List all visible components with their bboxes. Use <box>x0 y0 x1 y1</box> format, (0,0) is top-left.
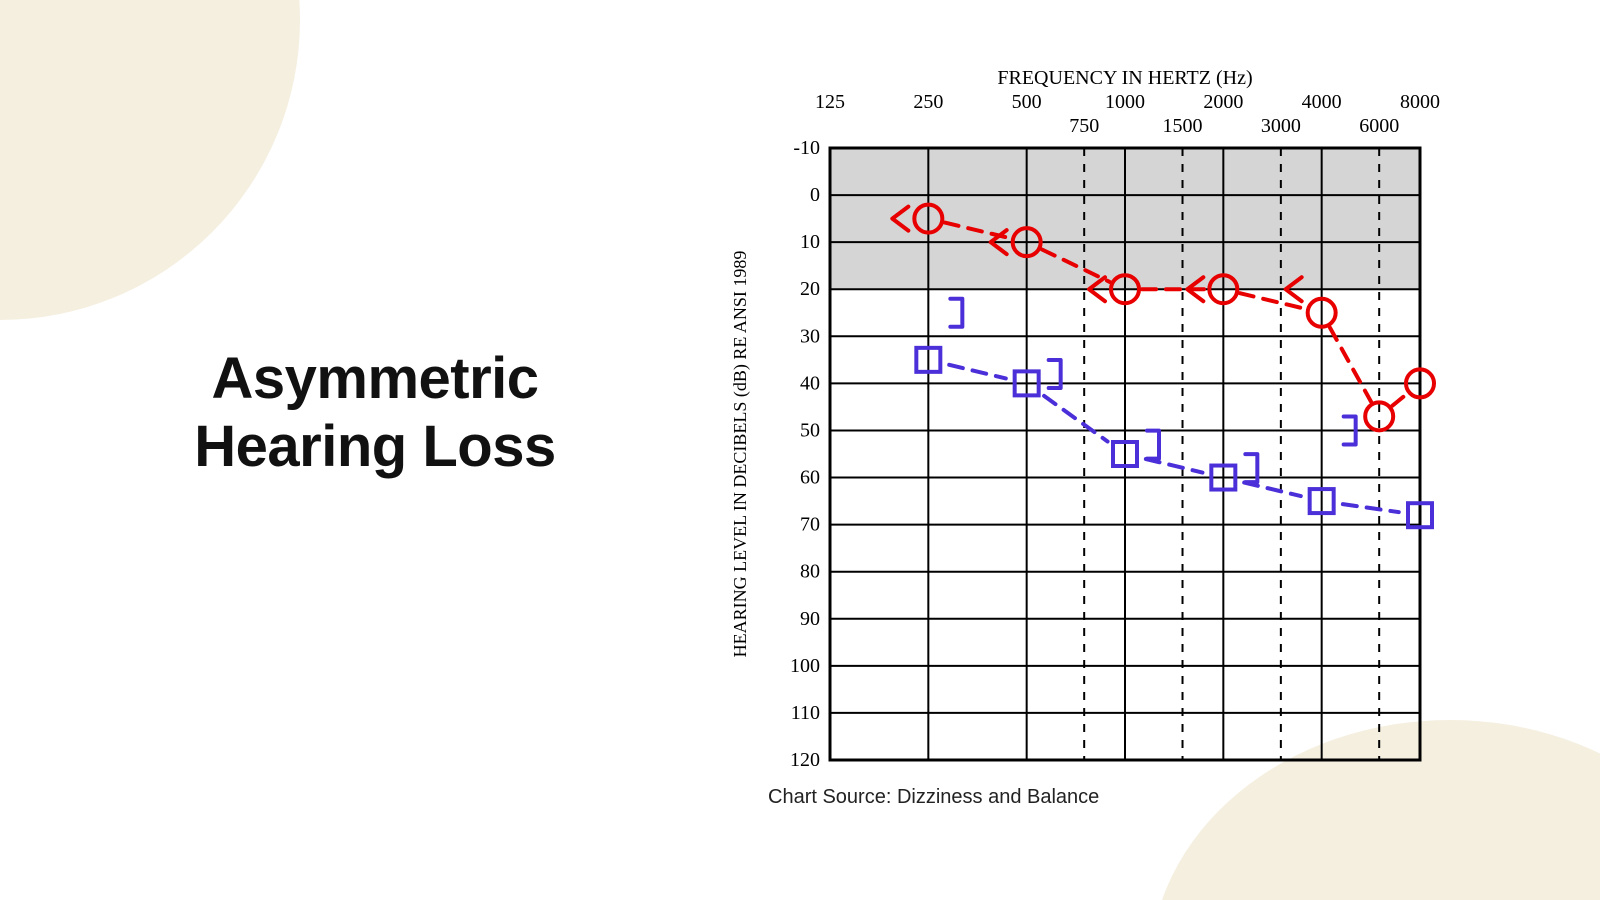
svg-text:750: 750 <box>1069 115 1099 137</box>
svg-text:30: 30 <box>800 325 820 347</box>
title-line-2: Hearing Loss <box>194 414 555 479</box>
svg-text:0: 0 <box>810 184 820 206</box>
svg-text:125: 125 <box>815 91 845 113</box>
svg-text:3000: 3000 <box>1261 115 1301 137</box>
svg-text:50: 50 <box>800 419 820 441</box>
chart-source-caption: Chart Source: Dizziness and Balance <box>768 786 1099 809</box>
audiogram-svg: -10 0 10 20 30 40 50 60 70 80 90 100 110 120 125 250 500… <box>720 60 1440 780</box>
svg-text:80: 80 <box>800 561 820 583</box>
svg-text:2000: 2000 <box>1203 91 1243 113</box>
page-title: Asymmetric Hearing Loss <box>165 345 585 482</box>
svg-text:70: 70 <box>800 514 820 536</box>
svg-text:HEARING LEVEL IN DECIBELS (dB): HEARING LEVEL IN DECIBELS (dB) RE ANSI 1… <box>730 251 751 658</box>
svg-text:1500: 1500 <box>1163 115 1203 137</box>
svg-text:6000: 6000 <box>1359 115 1399 137</box>
svg-text:40: 40 <box>800 372 820 394</box>
chart-source-text: Chart Source: Dizziness and Balance <box>768 786 1099 808</box>
svg-text:120: 120 <box>790 749 820 771</box>
svg-text:110: 110 <box>791 702 820 724</box>
svg-text:-10: -10 <box>793 137 820 159</box>
svg-text:500: 500 <box>1012 91 1042 113</box>
svg-text:250: 250 <box>913 91 943 113</box>
svg-text:8000: 8000 <box>1400 91 1440 113</box>
svg-text:60: 60 <box>800 467 820 489</box>
title-line-1: Asymmetric <box>211 346 538 411</box>
svg-text:100: 100 <box>790 655 820 677</box>
svg-text:20: 20 <box>800 278 820 300</box>
svg-text:90: 90 <box>800 608 820 630</box>
svg-text:FREQUENCY IN HERTZ (Hz): FREQUENCY IN HERTZ (Hz) <box>997 67 1252 89</box>
decorative-blob-top-left <box>0 0 300 320</box>
audiogram-chart: -10 0 10 20 30 40 50 60 70 80 90 100 110 120 125 250 500… <box>720 60 1440 780</box>
svg-text:1000: 1000 <box>1105 91 1145 113</box>
svg-text:4000: 4000 <box>1302 91 1342 113</box>
svg-text:10: 10 <box>800 231 820 253</box>
